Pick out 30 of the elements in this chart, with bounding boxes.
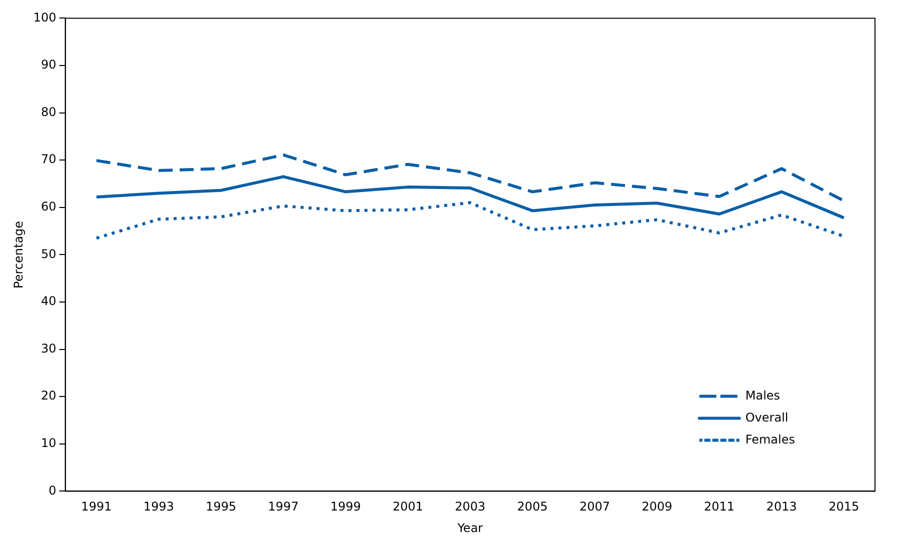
y-tick-label: 10: [41, 436, 56, 450]
y-tick-label: 20: [41, 388, 56, 403]
y-tick-label: 0: [48, 483, 56, 498]
x-tick-label: 2003: [454, 500, 486, 514]
y-tick-label: 70: [41, 152, 56, 166]
x-tick-label: 1995: [206, 500, 236, 514]
y-axis-title: Percentage: [11, 220, 26, 288]
y-tick-label: 30: [41, 341, 56, 356]
x-tick-label: 1997: [268, 500, 299, 514]
x-tick-label: 2013: [766, 500, 797, 514]
line-series: [94, 153, 846, 202]
x-tick-label: 2001: [392, 500, 424, 514]
x-tick-label: 2009: [642, 500, 672, 514]
y-tick-label: 40: [41, 294, 56, 308]
x-tick-label: 2015: [828, 500, 860, 514]
y-tick-label: 100: [33, 10, 56, 24]
x-axis-title: Year: [456, 520, 483, 535]
y-tick-label: 90: [41, 58, 56, 72]
legend-label: Males: [745, 388, 780, 402]
x-tick-label: 2011: [704, 500, 735, 514]
x-tick-label: 2007: [579, 500, 610, 514]
x-tick-label: 1999: [330, 500, 361, 514]
y-tick-label: 60: [41, 200, 56, 214]
legend-label: Females: [745, 432, 795, 446]
y-tick-label: 80: [41, 104, 56, 119]
legend-label: Overall: [745, 410, 788, 424]
y-tick-label: 50: [41, 246, 56, 261]
x-tick-label: 1991: [81, 500, 112, 514]
x-tick-label: 1993: [143, 500, 174, 514]
x-tick-label: 2005: [517, 500, 548, 514]
